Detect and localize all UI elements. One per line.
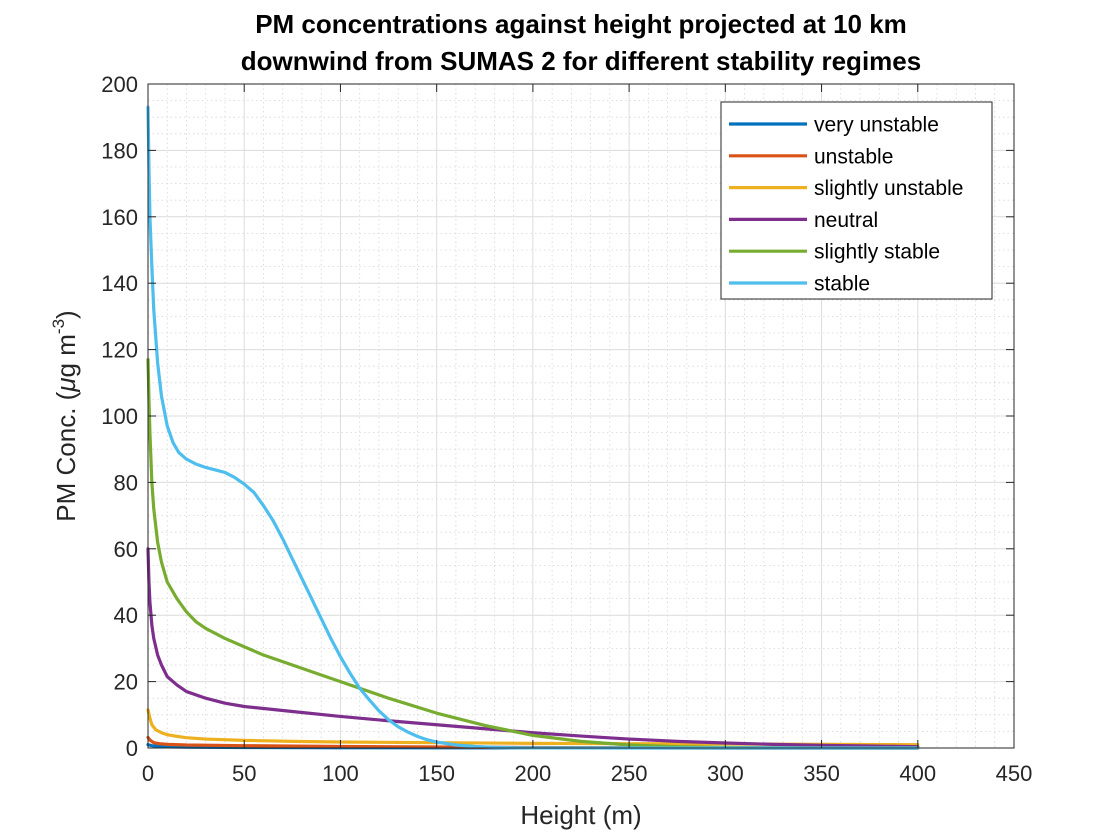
y-tick-label: 80 bbox=[114, 470, 138, 495]
y-axis-label-mu: μ bbox=[51, 377, 81, 392]
tick-marks bbox=[147, 83, 1015, 749]
x-tick-label: 50 bbox=[232, 761, 256, 786]
series-line-neutral bbox=[146, 547, 920, 749]
x-tick-label: 100 bbox=[322, 761, 359, 786]
y-tick-label: 40 bbox=[114, 603, 138, 628]
legend-label-very-unstable: very unstable bbox=[814, 114, 939, 137]
chart-title-line-2: downwind from SUMAS 2 for different stab… bbox=[241, 46, 921, 76]
chart-title-line-1: PM concentrations against height project… bbox=[255, 9, 907, 39]
x-tick-label: 400 bbox=[899, 761, 936, 786]
series-line-slightly-unstable bbox=[146, 708, 920, 747]
y-axis-label-close: ) bbox=[51, 310, 81, 319]
x-tick-label: 200 bbox=[515, 761, 552, 786]
legend: very unstable unstable slightly unstable ne… bbox=[720, 101, 993, 300]
y-tick-label: 60 bbox=[114, 537, 138, 562]
x-tick-label: 350 bbox=[803, 761, 840, 786]
y-tick-label: 180 bbox=[101, 138, 138, 163]
minor-grid bbox=[148, 84, 1014, 748]
x-tick-label: 450 bbox=[996, 761, 1033, 786]
x-tick-labels: 0 50 100 150 200 250 300 350 400 450 bbox=[142, 761, 1032, 786]
y-tick-label: 0 bbox=[126, 736, 138, 761]
legend-label-stable: stable bbox=[814, 273, 870, 296]
x-tick-label: 150 bbox=[418, 761, 455, 786]
y-tick-label: 160 bbox=[101, 205, 138, 230]
y-axis-label-superscript: -3 bbox=[49, 319, 68, 334]
x-tick-label: 250 bbox=[611, 761, 648, 786]
legend-label-unstable: unstable bbox=[814, 145, 893, 168]
y-axis-label: PM Conc. (μg m-3) bbox=[49, 310, 81, 521]
y-axis-label-unit: g m bbox=[51, 334, 81, 377]
x-tick-label: 300 bbox=[707, 761, 744, 786]
series-line-slightly-stable bbox=[146, 357, 920, 750]
legend-label-slightly-unstable: slightly unstable bbox=[814, 177, 963, 200]
y-tick-label: 20 bbox=[114, 670, 138, 695]
y-tick-label: 100 bbox=[101, 404, 138, 429]
y-tick-label: 200 bbox=[101, 72, 138, 97]
legend-box bbox=[720, 101, 993, 300]
x-axis-label: Height (m) bbox=[520, 800, 641, 830]
legend-label-neutral: neutral bbox=[814, 209, 878, 232]
x-tick-label: 0 bbox=[142, 761, 154, 786]
y-axis-label-main: PM Conc. ( bbox=[51, 391, 81, 521]
y-tick-label: 140 bbox=[101, 271, 138, 296]
y-tick-label: 120 bbox=[101, 338, 138, 363]
legend-label-slightly-stable: slightly stable bbox=[814, 241, 940, 264]
y-tick-labels: 0 20 40 60 80 100 120 140 160 180 200 bbox=[101, 72, 138, 761]
